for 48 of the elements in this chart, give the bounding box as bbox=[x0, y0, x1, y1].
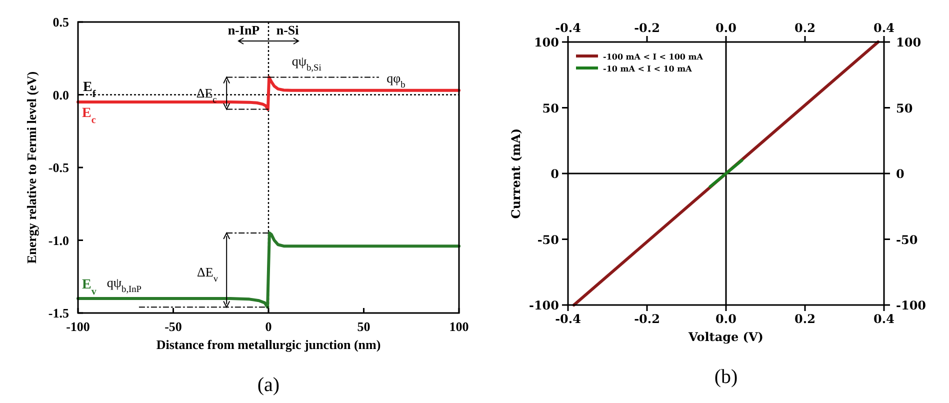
x-tick-label: -100 bbox=[66, 319, 90, 334]
y-tick-label: 100 bbox=[534, 36, 559, 50]
y2-tick-label: -50 bbox=[896, 232, 918, 247]
y-tick-label: 0.5 bbox=[52, 14, 70, 30]
y-tick-label: -50 bbox=[537, 232, 559, 247]
x2-tick-label: 0.2 bbox=[794, 21, 816, 35]
x-tick-label: 0 bbox=[265, 319, 272, 334]
y2-tick-label: -100 bbox=[896, 298, 926, 312]
x-tick-label: 0.2 bbox=[794, 312, 816, 326]
x-tick-label: -0.4 bbox=[555, 312, 581, 326]
y-axis-title: Current (mA) bbox=[509, 128, 523, 219]
x-axis-title: Distance from metallurgic junction (nm) bbox=[156, 337, 381, 352]
y-tick-label: -1.5 bbox=[48, 306, 70, 320]
annotation: n-Si bbox=[276, 22, 300, 38]
x-tick-label: -50 bbox=[164, 319, 182, 334]
y-tick-label: -0.5 bbox=[48, 160, 70, 175]
y-tick-label: 50 bbox=[542, 101, 559, 116]
x-tick-label: 0.4 bbox=[874, 312, 894, 326]
y-tick-label: 0 bbox=[550, 167, 559, 181]
y-tick-label: 0.0 bbox=[52, 87, 69, 102]
x2-tick-label: -0.2 bbox=[634, 21, 660, 35]
series-label: E$_{c}$ bbox=[82, 106, 96, 126]
annotation: n-InP bbox=[228, 22, 260, 38]
y-axis-title: Energy relative to Fermi level (eV) bbox=[24, 71, 39, 264]
x-tick-label: 0.0 bbox=[716, 312, 736, 326]
annotation: ΔE$_{c}$ bbox=[196, 85, 217, 106]
x-tick-label: 100 bbox=[449, 319, 469, 334]
y-tick-label: -100 bbox=[528, 298, 559, 312]
y2-tick-label: 50 bbox=[896, 101, 913, 116]
x2-tick-label: 0.4 bbox=[874, 21, 894, 35]
x2-tick-label: -0.4 bbox=[555, 21, 581, 35]
x2-tick-label: 0.0 bbox=[716, 21, 736, 35]
ref-line-label: E$_{f}$ bbox=[83, 80, 96, 100]
annotation: qψ$_{b,InP}$ bbox=[106, 274, 142, 295]
annotation: qψ$_{b,Si}$ bbox=[292, 53, 322, 74]
text: (a) bbox=[257, 374, 280, 396]
y2-tick-label: 0 bbox=[896, 167, 904, 181]
annotation: ΔE$_{v}$ bbox=[197, 264, 218, 284]
y2-tick-label: 100 bbox=[896, 36, 922, 50]
legend-label: -100 mA < I < 100 mA bbox=[603, 52, 704, 62]
legend-label: -10 mA < I < 10 mA bbox=[603, 64, 693, 74]
text: (b) bbox=[714, 366, 738, 388]
x-tick-label: 50 bbox=[357, 319, 370, 334]
series-label: E$_{v}$ bbox=[82, 277, 98, 297]
annotation: qφ$_{b}$ bbox=[386, 70, 406, 90]
x-tick-label: -0.2 bbox=[634, 312, 660, 326]
y-tick-label: -1.0 bbox=[48, 232, 69, 248]
x-axis-title: Voltage (V) bbox=[688, 330, 764, 344]
